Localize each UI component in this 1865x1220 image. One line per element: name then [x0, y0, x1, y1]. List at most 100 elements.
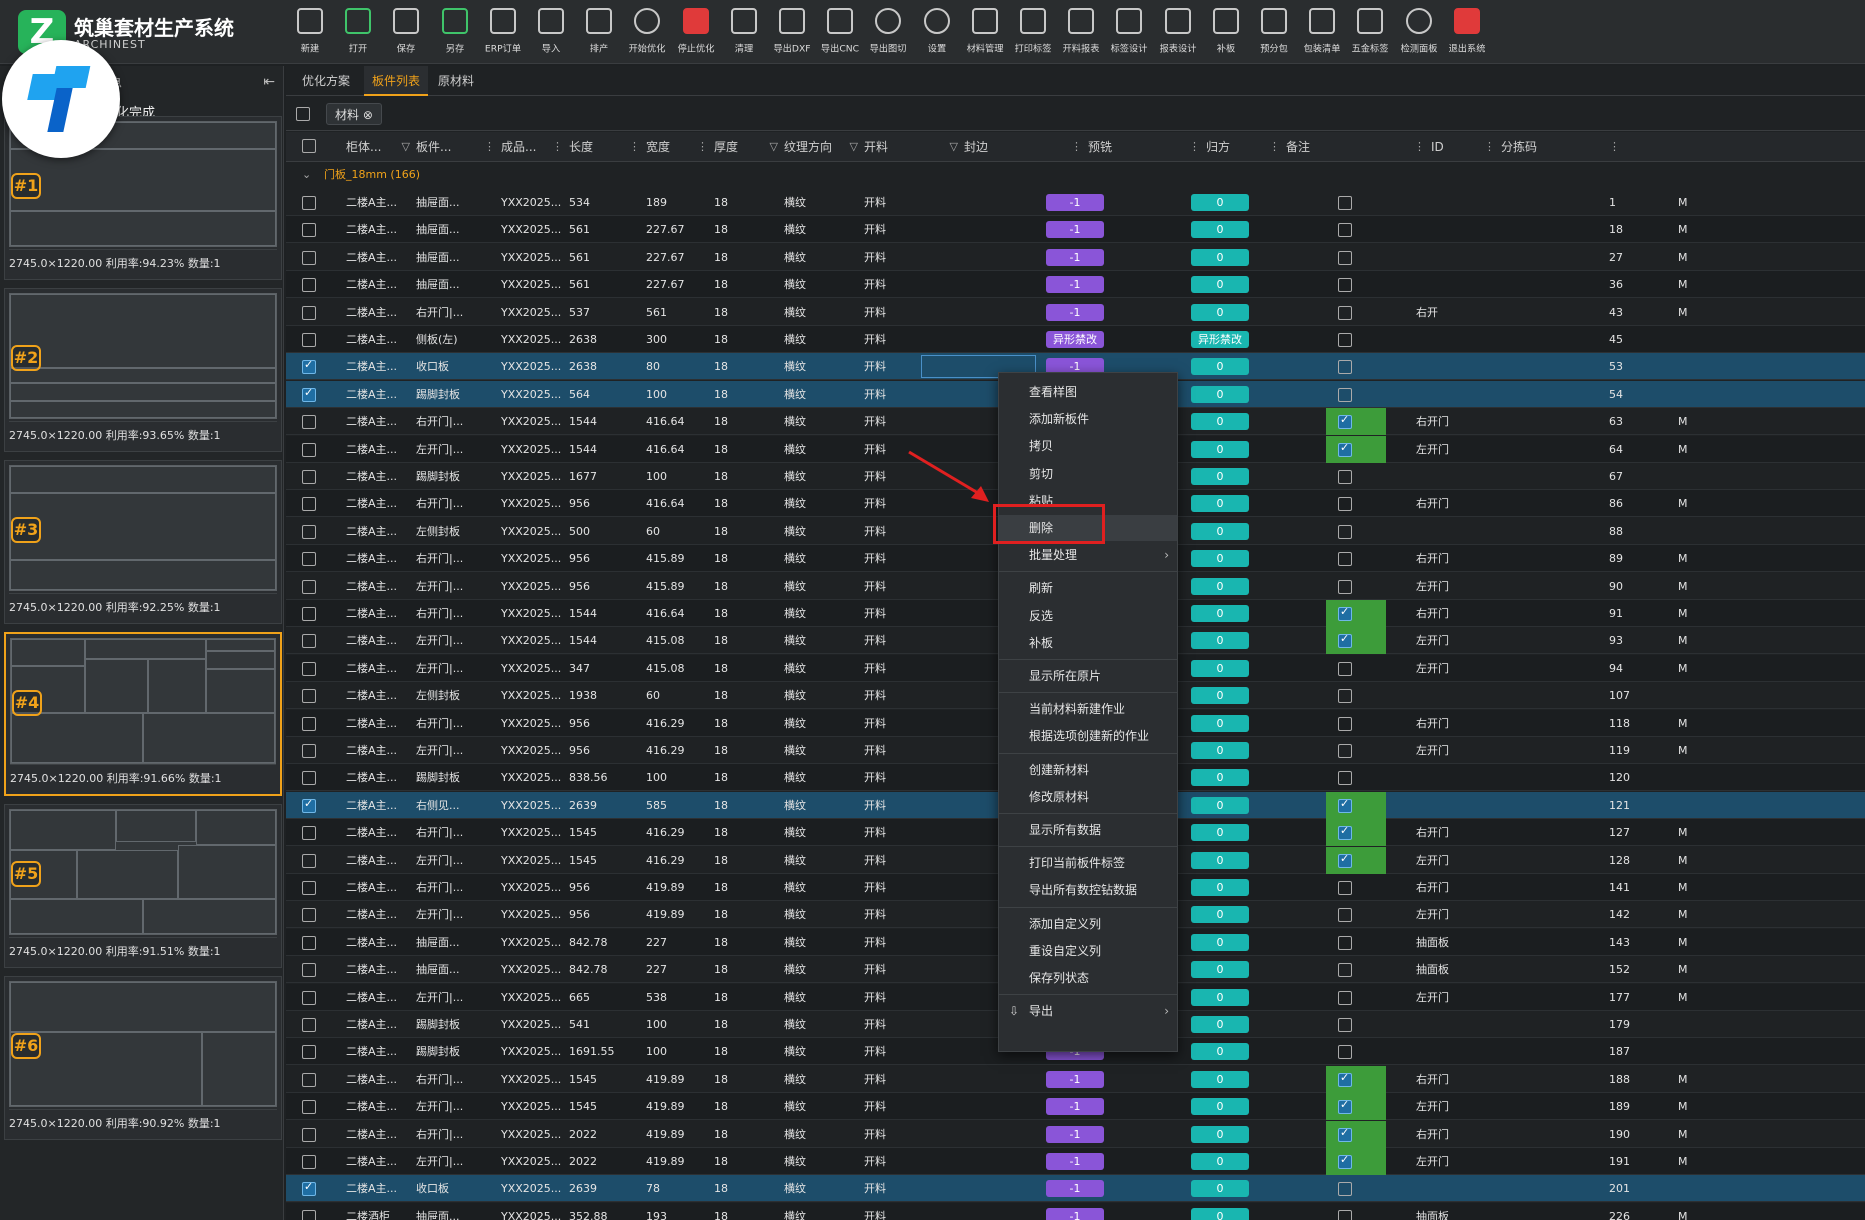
pre-mill-pill[interactable]: 0 [1191, 605, 1249, 622]
square-checkbox[interactable] [1338, 1209, 1352, 1220]
toolbar-button[interactable]: 停止优化 [673, 4, 719, 60]
pre-mill-pill[interactable]: 0 [1191, 796, 1249, 814]
square-checkbox[interactable] [1338, 908, 1352, 923]
pre-mill-pill[interactable]: 0 [1191, 194, 1249, 211]
row-checkbox[interactable] [302, 771, 316, 786]
row-checkbox[interactable] [302, 305, 316, 320]
column-header[interactable]: 开料 ▽ [864, 132, 964, 162]
menu-item[interactable]: 删除 [999, 515, 1177, 541]
pre-mill-pill[interactable]: 0 [1191, 1180, 1249, 1198]
square-checkbox[interactable] [1338, 771, 1352, 786]
pre-mill-pill[interactable]: 0 [1191, 1043, 1249, 1061]
table-row[interactable]: 二楼A主... 抽屉面... YXX2025... 534 189 18 横纹 开料 -1 0 1 M [286, 189, 1865, 216]
toolbar-button[interactable]: 清理 [721, 4, 767, 60]
square-checkbox[interactable] [1338, 1018, 1352, 1032]
toolbar-button[interactable]: 开始优化 [624, 4, 670, 60]
table-row[interactable]: 二楼A主... 侧板(左) YXX2025... 2638 300 18 横纹 开料 异形禁改 异… [286, 326, 1865, 353]
row-checkbox[interactable] [302, 935, 316, 950]
row-checkbox[interactable] [302, 250, 316, 265]
menu-item[interactable]: 导出所有数控钻数据 [999, 877, 1177, 903]
pre-mill-pill[interactable]: 0 [1191, 851, 1249, 869]
square-checkbox[interactable] [1338, 1126, 1352, 1142]
table-row[interactable]: 二楼A主... 左开门|... YXX2025... 2022 419.89 18 横纹 开料… [286, 1148, 1865, 1175]
group-row[interactable]: ⌄ 门板_18mm (166) [286, 163, 1865, 187]
row-checkbox[interactable] [302, 826, 316, 841]
row-checkbox[interactable] [302, 963, 316, 978]
column-header[interactable]: 预铣 ⋮ [1088, 132, 1206, 162]
table-row[interactable]: 二楼A主... 抽屉面... YXX2025... 561 227.67 18 横纹 开料 -1… [286, 271, 1865, 299]
menu-item[interactable]: 添加自定义列 [999, 911, 1177, 937]
toolbar-button[interactable]: 打印标签 [1010, 4, 1056, 60]
row-checkbox[interactable] [302, 415, 316, 430]
column-header[interactable]: 板件... ⋮ [416, 132, 501, 162]
column-menu-icon[interactable]: ⋮ [1414, 140, 1425, 153]
square-checkbox[interactable] [1338, 935, 1352, 950]
edge-banding-pill[interactable]: -1 [1046, 1098, 1104, 1116]
pre-mill-pill[interactable]: 0 [1191, 1016, 1249, 1033]
column-header[interactable]: 分拣码 ⋮ [1501, 132, 1626, 162]
square-checkbox[interactable] [1338, 497, 1352, 512]
toolbar-button[interactable]: 导出图切 [865, 4, 911, 60]
column-menu-icon[interactable]: ⋮ [1269, 140, 1280, 153]
menu-item[interactable]: 显示所在原片 [999, 663, 1177, 689]
square-checkbox[interactable] [1338, 278, 1352, 293]
row-checkbox[interactable] [302, 333, 316, 347]
row-checkbox[interactable] [302, 524, 316, 539]
pre-mill-pill[interactable]: 0 [1191, 906, 1249, 924]
row-checkbox[interactable] [302, 470, 316, 484]
toolbar-button[interactable]: 包装清单 [1299, 4, 1345, 60]
square-checkbox[interactable] [1338, 881, 1352, 895]
column-header[interactable]: 厚度 ▽ [714, 132, 784, 162]
pre-mill-pill[interactable]: 0 [1191, 1070, 1249, 1088]
group-panel-icon[interactable] [296, 107, 310, 121]
column-menu-icon[interactable]: ⋮ [1609, 140, 1620, 153]
edge-banding-pill[interactable]: -1 [1046, 221, 1104, 239]
sheet-card[interactable]: #1 2745.0×1220.00 利用率:94.23% 数量:1 [4, 116, 282, 280]
edge-banding-pill[interactable]: -1 [1046, 248, 1104, 266]
row-checkbox[interactable] [302, 442, 316, 457]
toolbar-button[interactable]: 打开 [335, 4, 381, 60]
menu-item[interactable]: 根据选项创建新的作业 [999, 723, 1177, 749]
menu-item[interactable]: 拷贝 [999, 433, 1177, 459]
square-checkbox[interactable] [1338, 1098, 1352, 1115]
pre-mill-pill[interactable]: 0 [1191, 879, 1249, 896]
row-checkbox[interactable] [302, 661, 316, 676]
edge-banding-pill[interactable]: -1 [1046, 1070, 1104, 1088]
pre-mill-pill[interactable]: 0 [1191, 577, 1249, 595]
edge-banding-pill[interactable]: -1 [1046, 1207, 1104, 1220]
table-row[interactable]: 二楼A主... 右开门|... YXX2025... 2022 419.89 18 横纹 开料… [286, 1120, 1865, 1148]
pre-mill-pill[interactable]: 0 [1191, 961, 1249, 979]
square-checkbox[interactable] [1338, 1045, 1352, 1060]
pre-mill-pill[interactable]: 0 [1191, 1153, 1249, 1170]
sheet-card[interactable]: #6 2745.0×1220.00 利用率:90.92% 数量:1 [4, 976, 282, 1140]
pre-mill-pill[interactable]: 0 [1191, 714, 1249, 732]
menu-item[interactable]: ⇩ 导出 › [999, 998, 1177, 1024]
pre-mill-pill[interactable]: 异形禁改 [1191, 331, 1249, 348]
column-header[interactable]: 封边 ⋮ [964, 132, 1088, 162]
menu-item[interactable]: 查看样图 [999, 379, 1177, 405]
column-menu-icon[interactable]: ⋮ [697, 140, 708, 153]
column-menu-icon[interactable]: ▽ [769, 140, 778, 153]
column-menu-icon[interactable]: ▽ [849, 140, 858, 153]
square-checkbox[interactable] [1338, 1153, 1352, 1169]
menu-item[interactable]: 反选 [999, 603, 1177, 629]
pre-mill-pill[interactable]: 0 [1191, 303, 1249, 321]
toolbar-button[interactable]: 开料报表 [1058, 4, 1104, 60]
square-checkbox[interactable] [1338, 196, 1352, 210]
row-checkbox[interactable] [302, 223, 316, 238]
table-row[interactable]: 二楼酒柜 抽屉面... YXX2025... 352.88 193 18 横纹 开料 -1 0 抽面… [286, 1202, 1865, 1220]
square-checkbox[interactable] [1338, 360, 1352, 375]
row-checkbox[interactable] [302, 552, 316, 567]
square-checkbox[interactable] [1338, 1071, 1352, 1087]
toolbar-button[interactable]: ERP订单 [480, 4, 526, 60]
menu-item[interactable]: 保存列状态 [999, 965, 1177, 991]
square-checkbox[interactable] [1338, 990, 1352, 1005]
row-checkbox[interactable] [302, 1155, 316, 1169]
toolbar-button[interactable]: 退出系统 [1444, 4, 1490, 60]
row-checkbox[interactable] [302, 1127, 316, 1142]
row-checkbox[interactable] [302, 689, 316, 704]
column-header[interactable]: 成品... ⋮ [501, 132, 569, 162]
row-checkbox[interactable] [302, 386, 316, 402]
menu-item[interactable]: 批量处理 › [999, 542, 1177, 568]
row-checkbox[interactable] [302, 607, 316, 621]
